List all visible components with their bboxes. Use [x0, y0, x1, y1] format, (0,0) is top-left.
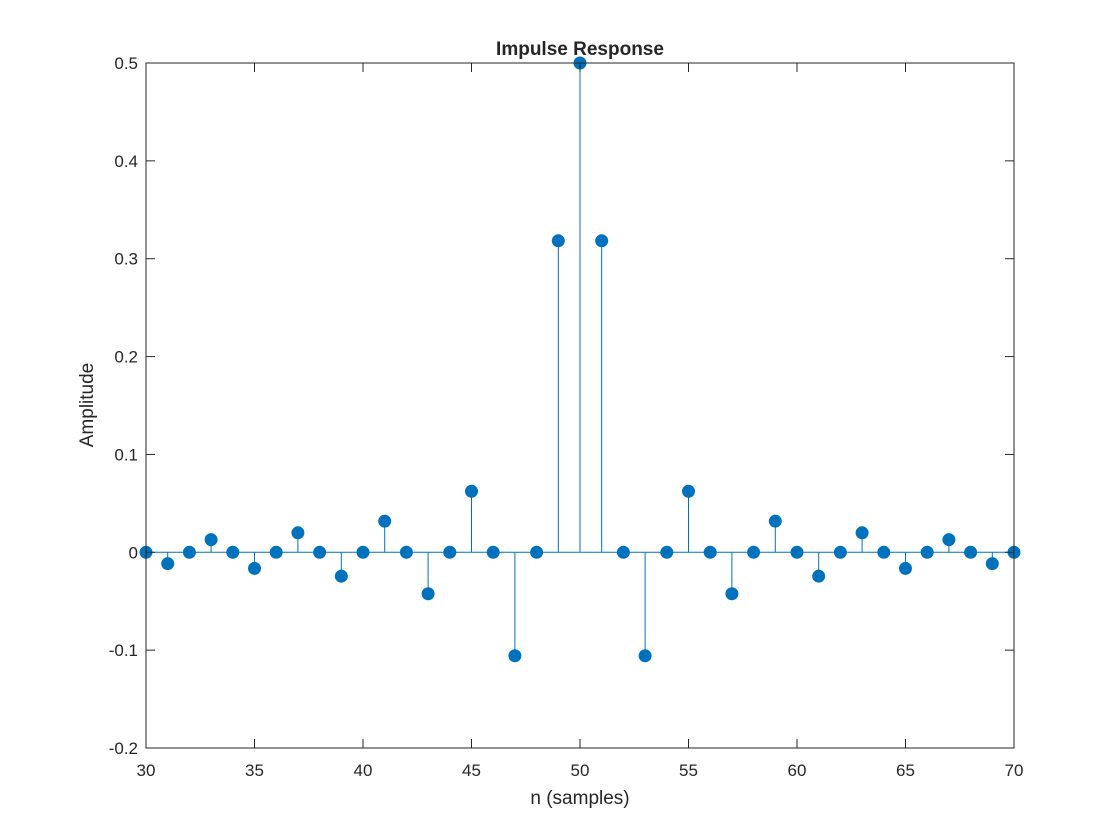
stem-marker — [682, 484, 695, 498]
stem-marker — [486, 545, 500, 559]
x-tick-label: 40 — [354, 761, 373, 780]
stem-marker — [920, 545, 934, 559]
stem-marker — [660, 545, 674, 559]
stem-marker — [399, 545, 413, 559]
stem-marker — [638, 649, 652, 663]
y-tick-label: 0.2 — [114, 348, 138, 367]
stem-marker — [378, 514, 392, 528]
stem-marker — [443, 545, 457, 559]
stem-marker — [812, 569, 826, 583]
stem-marker — [530, 545, 544, 559]
stem-marker — [313, 545, 327, 559]
stem-marker — [204, 533, 218, 547]
y-tick-label: 0.4 — [114, 152, 138, 171]
stem-marker — [182, 545, 196, 559]
stem-marker — [226, 545, 240, 559]
stem-marker — [877, 545, 891, 559]
stem-marker — [334, 569, 348, 583]
stem-marker — [508, 649, 522, 663]
x-tick-label: 35 — [245, 761, 264, 780]
stem-marker — [985, 557, 999, 571]
y-tick-label: 0 — [129, 543, 138, 562]
stem-marker — [269, 545, 283, 559]
stem-marker — [725, 587, 739, 601]
stem-marker — [855, 526, 869, 540]
markers-group — [139, 56, 1021, 663]
stem-marker — [291, 526, 305, 540]
y-tick-label: 0.5 — [114, 54, 138, 73]
y-tick-label: -0.1 — [109, 641, 138, 660]
x-tick-label: 50 — [571, 761, 590, 780]
x-tick-label: 30 — [137, 761, 156, 780]
stem-marker — [616, 545, 630, 559]
stem-marker — [768, 514, 782, 528]
x-tick-label: 65 — [896, 761, 915, 780]
stem-marker — [790, 545, 804, 559]
stem-marker — [551, 234, 565, 248]
stem-marker — [964, 545, 978, 559]
stem-marker — [161, 557, 175, 571]
y-tick-label: 0.1 — [114, 445, 138, 464]
stem-marker — [942, 533, 956, 547]
stem-marker — [356, 545, 370, 559]
y-tick-label: -0.2 — [109, 739, 138, 758]
x-tick-label: 60 — [788, 761, 807, 780]
stem-marker — [595, 234, 609, 248]
x-tick-label: 45 — [462, 761, 481, 780]
stem-marker — [248, 561, 261, 575]
stem-marker — [747, 545, 761, 559]
x-tick-label: 70 — [1005, 761, 1024, 780]
axes-box — [145, 62, 1015, 749]
y-axis-label: Amplitude — [77, 363, 98, 448]
stem-marker — [833, 545, 847, 559]
y-tick-label: 0.3 — [114, 250, 138, 269]
stem-marker — [421, 587, 435, 601]
x-axis-label: n (samples) — [530, 788, 629, 809]
stem-marker — [703, 545, 717, 559]
stem-marker — [465, 484, 478, 498]
chart-title: Impulse Response — [496, 39, 664, 60]
stem-marker — [899, 561, 912, 575]
x-tick-label: 55 — [679, 761, 698, 780]
